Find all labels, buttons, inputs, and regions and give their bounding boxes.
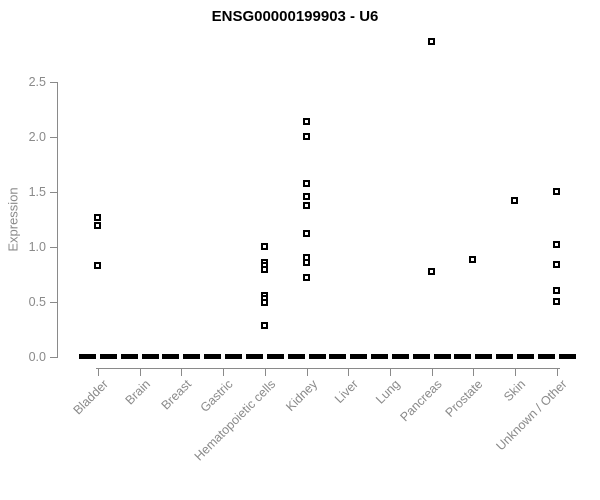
- x-tick: [307, 368, 308, 376]
- x-tick-label: Brain: [122, 377, 153, 408]
- zero-expression-points-bar: [79, 354, 117, 359]
- x-tick-label: Kidney: [282, 377, 320, 414]
- data-point: [553, 188, 560, 195]
- data-point: [428, 38, 435, 45]
- zero-expression-points-bar: [204, 354, 242, 359]
- y-tick-label: 2.5: [28, 75, 46, 89]
- x-tick-label: Lung: [373, 377, 403, 407]
- zero-expression-points-bar: [454, 354, 492, 359]
- data-point: [261, 266, 268, 273]
- x-tick: [557, 368, 558, 376]
- y-tick-label: 0.5: [28, 295, 46, 309]
- chart-title: ENSG00000199903 - U6: [211, 8, 379, 25]
- y-axis-label: Expression: [5, 187, 21, 252]
- x-tick: [265, 368, 266, 376]
- data-point: [94, 222, 101, 229]
- data-point: [303, 180, 310, 187]
- data-point: [553, 287, 560, 294]
- zero-expression-points-bar: [288, 354, 326, 359]
- data-point: [303, 259, 310, 266]
- x-tick-label: Breast: [158, 377, 194, 413]
- zero-expression-points-bar: [329, 354, 367, 359]
- y-tick: [50, 247, 57, 248]
- y-tick: [50, 357, 57, 358]
- data-point: [261, 243, 268, 250]
- y-tick-label: 0.0: [28, 350, 46, 364]
- data-point: [94, 214, 101, 221]
- x-tick-label: Liver: [331, 377, 361, 407]
- y-tick-label: 2.0: [28, 130, 46, 144]
- data-point: [303, 118, 310, 125]
- zero-expression-points-bar: [121, 354, 159, 359]
- data-point: [511, 197, 518, 204]
- data-point: [428, 268, 435, 275]
- data-point: [303, 133, 310, 140]
- y-tick-label: 1.5: [28, 185, 46, 199]
- y-tick-label: 1.0: [28, 240, 46, 254]
- zero-expression-points-bar: [538, 354, 576, 359]
- x-axis-line: [96, 368, 560, 369]
- data-point: [553, 261, 560, 268]
- x-tick: [348, 368, 349, 376]
- x-tick: [181, 368, 182, 376]
- y-tick: [50, 82, 57, 83]
- zero-expression-points-bar: [496, 354, 534, 359]
- y-tick: [50, 192, 57, 193]
- x-tick: [515, 368, 516, 376]
- x-tick-label: Pancreas: [397, 377, 445, 425]
- x-tick: [140, 368, 141, 376]
- zero-expression-points-bar: [371, 354, 409, 359]
- y-tick: [50, 302, 57, 303]
- data-point: [261, 299, 268, 306]
- x-tick-label: Prostate: [443, 377, 486, 420]
- zero-expression-points-bar: [162, 354, 200, 359]
- zero-expression-points-bar: [246, 354, 284, 359]
- data-point: [303, 193, 310, 200]
- data-point: [553, 241, 560, 248]
- data-point: [303, 202, 310, 209]
- x-tick-label: Gastric: [198, 377, 236, 415]
- data-point: [553, 298, 560, 305]
- x-tick: [432, 368, 433, 376]
- data-point: [94, 262, 101, 269]
- x-tick: [98, 368, 99, 376]
- x-tick-label: Hematopoietic cells: [191, 377, 278, 464]
- y-tick: [50, 137, 57, 138]
- data-point: [469, 256, 476, 263]
- zero-expression-points-bar: [413, 354, 451, 359]
- x-tick-label: Skin: [500, 377, 528, 405]
- x-tick: [390, 368, 391, 376]
- x-tick-label: Bladder: [70, 377, 111, 418]
- data-point: [303, 230, 310, 237]
- x-tick: [223, 368, 224, 376]
- data-point: [261, 322, 268, 329]
- y-axis-line: [57, 82, 58, 358]
- data-point: [303, 274, 310, 281]
- x-tick: [473, 368, 474, 376]
